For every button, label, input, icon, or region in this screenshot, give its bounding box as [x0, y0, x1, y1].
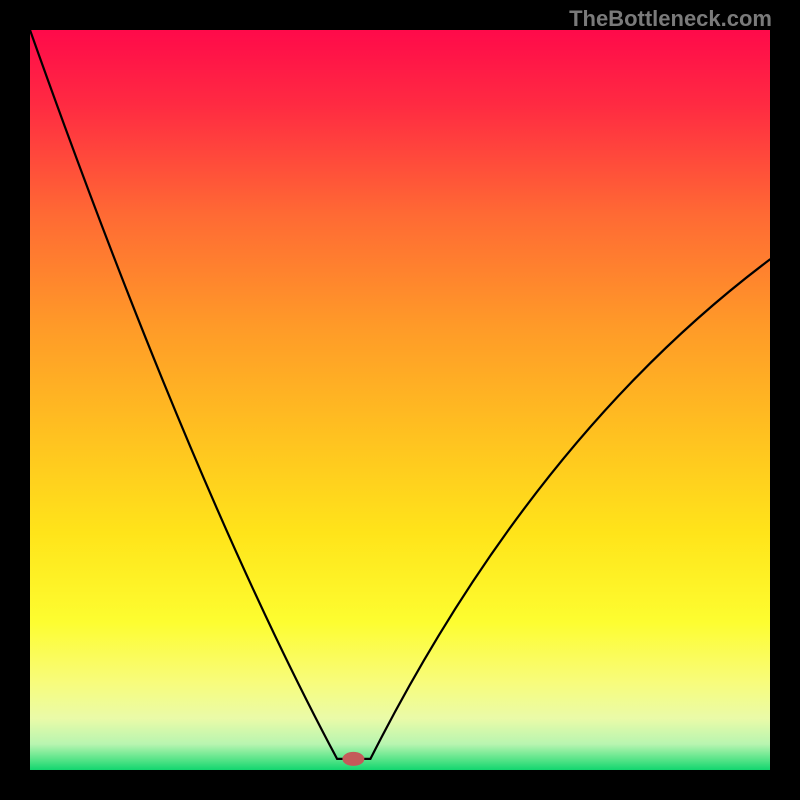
watermark-text: TheBottleneck.com — [569, 6, 772, 32]
minimum-marker — [342, 752, 364, 766]
chart-svg — [0, 0, 800, 800]
plot-background — [30, 30, 770, 770]
